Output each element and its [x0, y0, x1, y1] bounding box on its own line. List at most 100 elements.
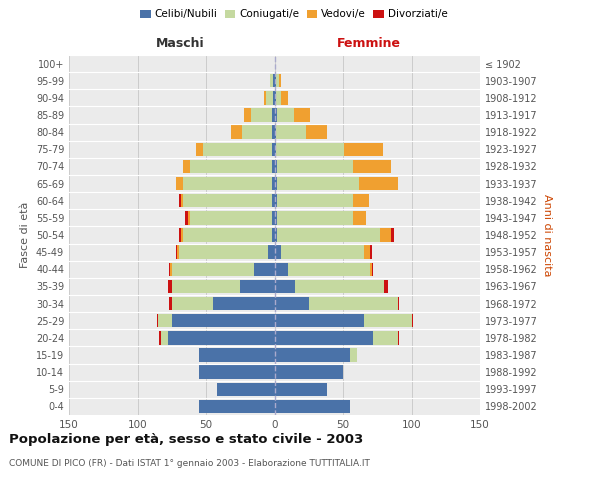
Bar — [275, 331, 398, 344]
Bar — [275, 366, 343, 379]
Bar — [275, 366, 343, 379]
Bar — [185, 211, 275, 224]
Bar — [199, 400, 275, 413]
Bar — [177, 246, 275, 259]
Bar — [199, 348, 275, 362]
Bar — [275, 211, 366, 224]
Bar — [275, 348, 356, 362]
Bar — [272, 108, 275, 122]
Bar — [273, 91, 275, 104]
Bar — [167, 331, 275, 344]
Bar — [275, 142, 383, 156]
Bar — [199, 348, 275, 362]
Bar — [275, 228, 277, 241]
Bar — [273, 74, 275, 88]
Bar — [275, 91, 288, 104]
Bar — [275, 400, 350, 413]
Bar — [275, 228, 391, 241]
Bar — [172, 297, 275, 310]
Bar — [275, 177, 277, 190]
Bar — [275, 194, 369, 207]
Bar — [275, 262, 370, 276]
Bar — [275, 91, 281, 104]
Bar — [272, 142, 275, 156]
Bar — [275, 74, 281, 88]
Y-axis label: Fasce di età: Fasce di età — [20, 202, 30, 268]
Bar — [172, 314, 275, 328]
Bar — [275, 280, 295, 293]
Bar — [275, 331, 399, 344]
Bar — [275, 211, 366, 224]
Bar — [199, 400, 275, 413]
Bar — [275, 382, 326, 396]
Bar — [275, 400, 350, 413]
Bar — [275, 126, 326, 139]
Bar — [266, 91, 275, 104]
Bar — [275, 348, 350, 362]
Bar — [254, 262, 275, 276]
Bar — [199, 366, 275, 379]
Bar — [251, 108, 275, 122]
Bar — [176, 246, 275, 259]
Bar — [275, 314, 412, 328]
Bar — [275, 246, 372, 259]
Bar — [230, 126, 275, 139]
Bar — [272, 160, 275, 173]
Bar — [275, 314, 412, 328]
Bar — [275, 160, 353, 173]
Bar — [158, 314, 275, 328]
Bar — [170, 262, 275, 276]
Bar — [275, 142, 276, 156]
Bar — [217, 382, 275, 396]
Bar — [263, 91, 275, 104]
Bar — [271, 74, 275, 88]
Bar — [275, 314, 364, 328]
Bar — [244, 108, 275, 122]
Bar — [272, 126, 275, 139]
Bar — [275, 160, 391, 173]
Bar — [271, 74, 275, 88]
Bar — [217, 382, 275, 396]
Bar — [183, 160, 275, 173]
Legend: Celibi/Nubili, Coniugati/e, Vedovi/e, Divorziati/e: Celibi/Nubili, Coniugati/e, Vedovi/e, Di… — [136, 5, 452, 24]
Bar — [275, 108, 277, 122]
Bar — [275, 177, 398, 190]
Bar — [275, 331, 398, 344]
Bar — [157, 314, 275, 328]
Bar — [275, 194, 353, 207]
Bar — [275, 366, 343, 379]
Bar — [275, 297, 399, 310]
Bar — [199, 400, 275, 413]
Bar — [181, 228, 275, 241]
Bar — [275, 348, 356, 362]
Bar — [275, 314, 413, 328]
Bar — [271, 74, 275, 88]
Bar — [275, 297, 309, 310]
Bar — [172, 262, 275, 276]
Bar — [268, 246, 275, 259]
Text: Maschi: Maschi — [155, 36, 204, 50]
Bar — [160, 331, 275, 344]
Bar — [176, 177, 275, 190]
Bar — [172, 280, 275, 293]
Bar — [272, 228, 275, 241]
Bar — [199, 400, 275, 413]
Bar — [275, 228, 380, 241]
Text: COMUNE DI PICO (FR) - Dati ISTAT 1° gennaio 2003 - Elaborazione TUTTITALIA.IT: COMUNE DI PICO (FR) - Dati ISTAT 1° genn… — [9, 459, 370, 468]
Bar — [190, 160, 275, 173]
Bar — [275, 177, 359, 190]
Bar — [275, 382, 326, 396]
Bar — [275, 400, 350, 413]
Bar — [183, 177, 275, 190]
Bar — [275, 108, 310, 122]
Bar — [176, 177, 275, 190]
Bar — [275, 400, 350, 413]
Bar — [199, 348, 275, 362]
Bar — [275, 331, 373, 344]
Bar — [275, 262, 288, 276]
Bar — [199, 366, 275, 379]
Bar — [196, 142, 275, 156]
Bar — [275, 382, 326, 396]
Bar — [275, 382, 326, 396]
Bar — [275, 280, 384, 293]
